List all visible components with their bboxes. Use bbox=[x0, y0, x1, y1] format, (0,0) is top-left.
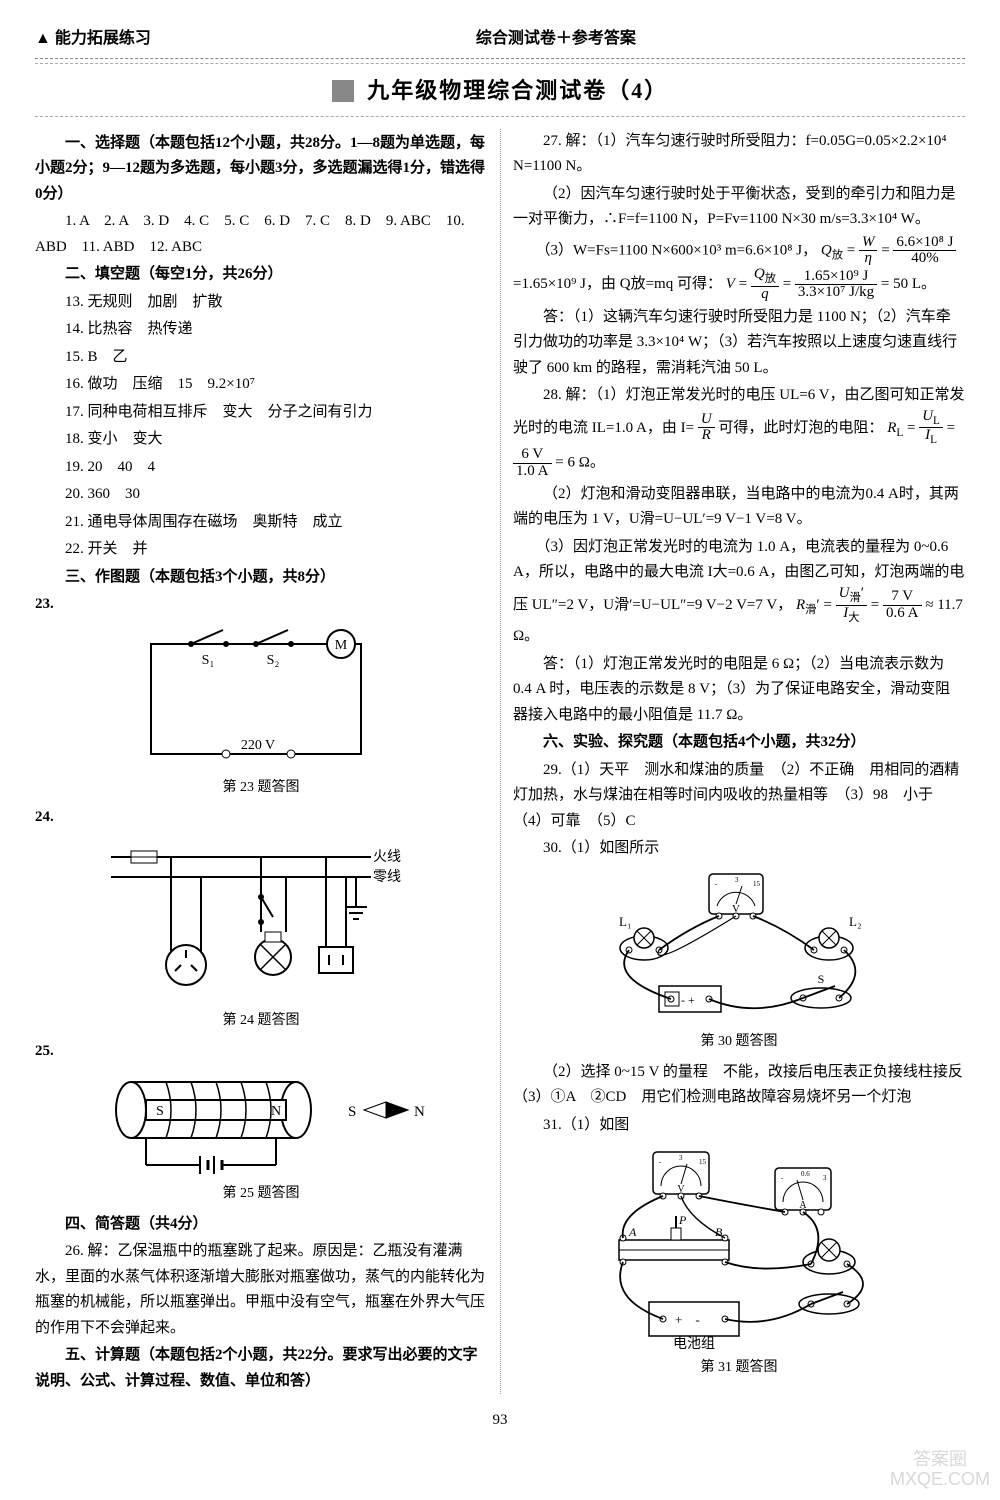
title-row: 九年级物理综合测试卷（4） bbox=[35, 63, 965, 116]
q15: 15. B 乙 bbox=[35, 345, 487, 371]
page-number: 93 bbox=[35, 1408, 965, 1434]
fig23: S₁ S₂ M 220 V 第 23 题答图 bbox=[35, 624, 487, 800]
svg-text:P: P bbox=[678, 1213, 687, 1227]
sec1-answers: 1. A 2. A 3. D 4. C 5. C 6. D 7. C 8. D … bbox=[35, 209, 487, 260]
svg-text:15: 15 bbox=[699, 1158, 707, 1166]
q27-3: （3）W=Fs=1100 N×600×10³ m=6.6×10⁸ J， Q放 =… bbox=[513, 235, 965, 303]
fig24-neutral: 零线 bbox=[373, 869, 401, 885]
fig31-svg: V -315 A -0.63 A P B bbox=[579, 1144, 899, 1354]
sec1-head: 一、选择题（本题包括12个小题，共28分。1—8题为单选题，每小题2分；9—12… bbox=[35, 131, 487, 208]
fig23-s1: S₁ bbox=[202, 653, 215, 668]
q27-ans: 答：（1）这辆汽车匀速行驶时所受阻力是 1100 N；（2）汽车牵引力做功的功率… bbox=[513, 305, 965, 382]
q28-3: （3）因灯泡正常发光时的电流为 1.0 A，电流表的量程为 0~0.6 A，所以… bbox=[513, 535, 965, 650]
watermark-l2: MXQE.COM bbox=[890, 1470, 990, 1490]
svg-text:3: 3 bbox=[679, 1154, 683, 1162]
q14: 14. 比热容 热传递 bbox=[35, 317, 487, 343]
q21: 21. 通电导体周围存在磁场 奥斯特 成立 bbox=[35, 510, 487, 536]
q25-label: 25. bbox=[35, 1039, 487, 1065]
svg-text:0.6: 0.6 bbox=[801, 1170, 810, 1178]
q29: 29.（1）天平 测水和煤油的质量 （2）不正确 用相同的酒精灯加热，水与煤油在… bbox=[513, 758, 965, 835]
watermark: 答案圈 MXQE.COM bbox=[890, 1450, 990, 1490]
fig30-cap: 第 30 题答图 bbox=[513, 1030, 965, 1054]
q27-1: 27. 解：（1）汽车匀速行驶时所受阻力：f=0.05G=0.05×2.2×10… bbox=[513, 129, 965, 180]
q30b: （2）选择 0~15 V 的量程 不能，改接后电压表正负接线柱接反 （3）①A … bbox=[513, 1060, 965, 1111]
fig23-cap: 第 23 题答图 bbox=[35, 776, 487, 800]
fig25-n: N bbox=[271, 1104, 281, 1119]
svg-text:3: 3 bbox=[735, 876, 739, 884]
svg-text:S: S bbox=[348, 1104, 356, 1120]
fig24-cap: 第 24 题答图 bbox=[35, 1009, 487, 1033]
q28-ans: 答：（1）灯泡正常发光时的电阻是 6 Ω；（2）当电流表示数为 0.4 A 时，… bbox=[513, 652, 965, 729]
q17: 17. 同种电荷相互排斥 变大 分子之间有引力 bbox=[35, 400, 487, 426]
watermark-l1: 答案圈 bbox=[890, 1450, 990, 1470]
q31a: 31.（1）如图 bbox=[513, 1113, 965, 1139]
fig24-live: 火线 bbox=[373, 849, 401, 865]
fig23-m: M bbox=[335, 638, 348, 653]
fig25-cap: 第 25 题答图 bbox=[35, 1182, 487, 1206]
sec2-head: 二、填空题（每空1分，共26分） bbox=[35, 262, 487, 288]
q27-2: （2）因汽车匀速行驶时处于平衡状态，受到的牵引力和阻力是一对平衡力，∴F=f=1… bbox=[513, 182, 965, 233]
svg-text:- +: - + bbox=[681, 993, 695, 1007]
header-right bbox=[961, 25, 965, 52]
title-text: 九年级物理综合测试卷（4） bbox=[367, 78, 668, 103]
fig30-svg: V -315 L₁ L₂ S - + bbox=[589, 868, 889, 1028]
fig24-svg: 火线 零线 bbox=[101, 837, 421, 1007]
fig30: V -315 L₁ L₂ S - + bbox=[513, 868, 965, 1054]
q20: 20. 360 30 bbox=[35, 482, 487, 508]
content-columns: 一、选择题（本题包括12个小题，共28分。1—8题为单选题，每小题2分；9—12… bbox=[35, 129, 965, 1395]
fig24: 火线 零线 bbox=[35, 837, 487, 1033]
q18: 18. 变小 变大 bbox=[35, 427, 487, 453]
fig23-svg: S₁ S₂ M 220 V bbox=[131, 624, 391, 774]
q30a: 30.（1）如图所示 bbox=[513, 836, 965, 862]
q22: 22. 开关 并 bbox=[35, 537, 487, 563]
fig23-s2: S₂ bbox=[267, 653, 280, 668]
sec6-head: 六、实验、探究题（本题包括4个小题，共32分） bbox=[513, 730, 965, 756]
svg-text:L₂: L₂ bbox=[849, 914, 861, 929]
q16: 16. 做功 压缩 15 9.2×10⁷ bbox=[35, 372, 487, 398]
sec5-head: 五、计算题（本题包括2个小题，共22分。要求写出必要的文字说明、公式、计算过程、… bbox=[35, 1343, 487, 1394]
sec3-head: 三、作图题（本题包括3个小题，共8分） bbox=[35, 565, 487, 591]
fig31: V -315 A -0.63 A P B bbox=[513, 1144, 965, 1380]
svg-text:S: S bbox=[818, 972, 825, 986]
header-center: 综合测试卷＋参考答案 bbox=[476, 25, 636, 52]
q23-label: 23. bbox=[35, 592, 487, 618]
svg-text:+ -: + - bbox=[675, 1312, 700, 1327]
fig25: S N S N 第 25 题答图 bbox=[35, 1070, 487, 1206]
fig25-svg: S N S N bbox=[96, 1070, 426, 1180]
q24-label: 24. bbox=[35, 805, 487, 831]
page-header: 能力拓展练习 综合测试卷＋参考答案 bbox=[35, 25, 965, 59]
q19: 19. 20 40 4 bbox=[35, 455, 487, 481]
sec4-head: 四、简答题（共4分） bbox=[35, 1212, 487, 1238]
header-left: 能力拓展练习 bbox=[35, 25, 151, 52]
page-title: 九年级物理综合测试卷（4） bbox=[35, 64, 965, 115]
fig23-v: 220 V bbox=[241, 738, 275, 753]
svg-text:A: A bbox=[628, 1225, 637, 1239]
fig31-cap: 第 31 题答图 bbox=[513, 1356, 965, 1380]
fig25-s: S bbox=[156, 1104, 164, 1119]
svg-text:L₁: L₁ bbox=[619, 914, 631, 929]
q28-2: （2）灯泡和滑动变阻器串联，当电路中的电流为0.4 A时，其两端的电压为 1 V… bbox=[513, 482, 965, 533]
q13: 13. 无规则 加剧 扩散 bbox=[35, 290, 487, 316]
svg-text:N: N bbox=[414, 1104, 425, 1120]
title-icon bbox=[332, 80, 354, 102]
svg-text:15: 15 bbox=[753, 880, 761, 888]
q26: 26. 解：乙保温瓶中的瓶塞跳了起来。原因是：乙瓶没有灌满水，里面的水蒸气体积逐… bbox=[35, 1239, 487, 1341]
q28-1: 28. 解：（1）灯泡正常发光时的电压 UL=6 V，由乙图可知正常发光时的电流… bbox=[513, 383, 965, 480]
fig31-battery: 电池组 bbox=[673, 1336, 715, 1352]
svg-text:3: 3 bbox=[823, 1174, 827, 1182]
